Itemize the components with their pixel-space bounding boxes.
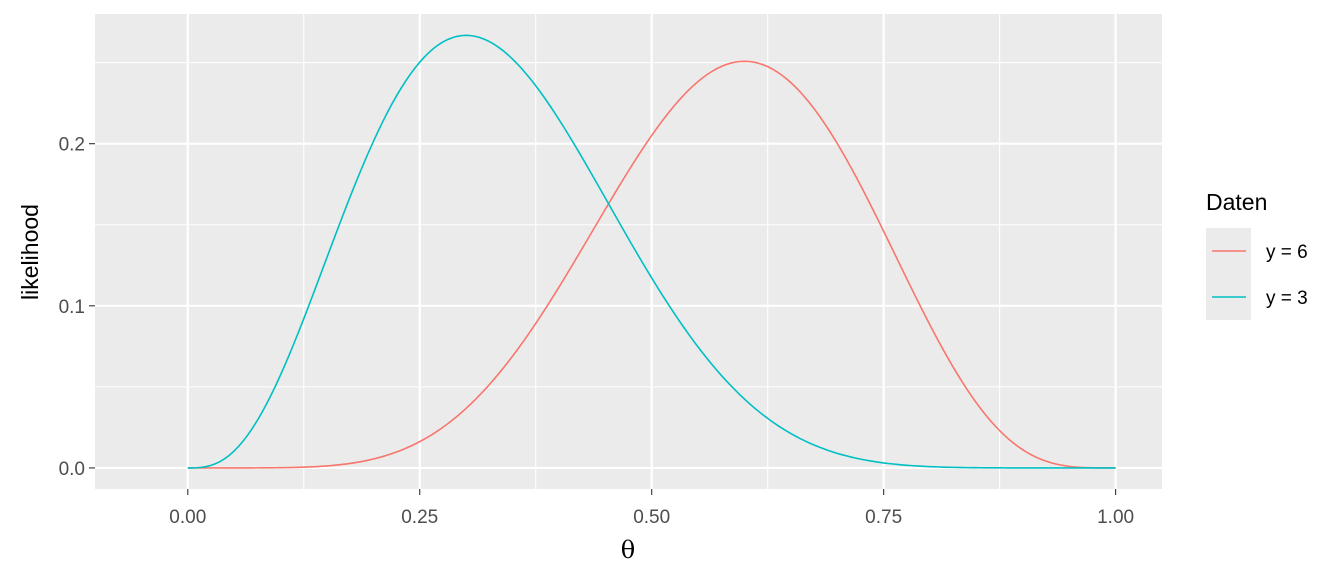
x-axis: 0.00 0.25 0.50 0.75 1.00	[169, 489, 1134, 528]
x-tick-label: 0.75	[865, 507, 902, 528]
x-tick-label: 1.00	[1097, 507, 1134, 528]
legend-label: y = 6	[1266, 242, 1308, 263]
y-tick-label: 0.1	[59, 297, 85, 318]
x-tick-label: 0.00	[169, 507, 206, 528]
legend-label: y = 3	[1266, 288, 1308, 309]
series-line-6	[187, 60, 1116, 469]
minor-gridlines	[95, 14, 1162, 489]
x-axis-title: θ	[621, 536, 635, 564]
y-tick-label: 0.0	[59, 459, 85, 480]
y-axis: 0.0 0.1 0.2	[59, 135, 95, 480]
series-line-3	[187, 34, 1116, 469]
y-axis-title: likelihood	[17, 204, 43, 300]
y-tick-label: 0.2	[59, 135, 85, 156]
series-lines	[187, 34, 1116, 469]
legend-items: y = 6 y = 3	[1212, 242, 1308, 309]
legend: Daten y = 6 y = 3	[1206, 189, 1308, 320]
x-tick-label: 0.25	[401, 507, 438, 528]
plot-panel	[95, 14, 1162, 489]
x-tick-label: 0.50	[633, 507, 670, 528]
legend-keys-background	[1206, 228, 1251, 320]
legend-title: Daten	[1206, 189, 1267, 215]
